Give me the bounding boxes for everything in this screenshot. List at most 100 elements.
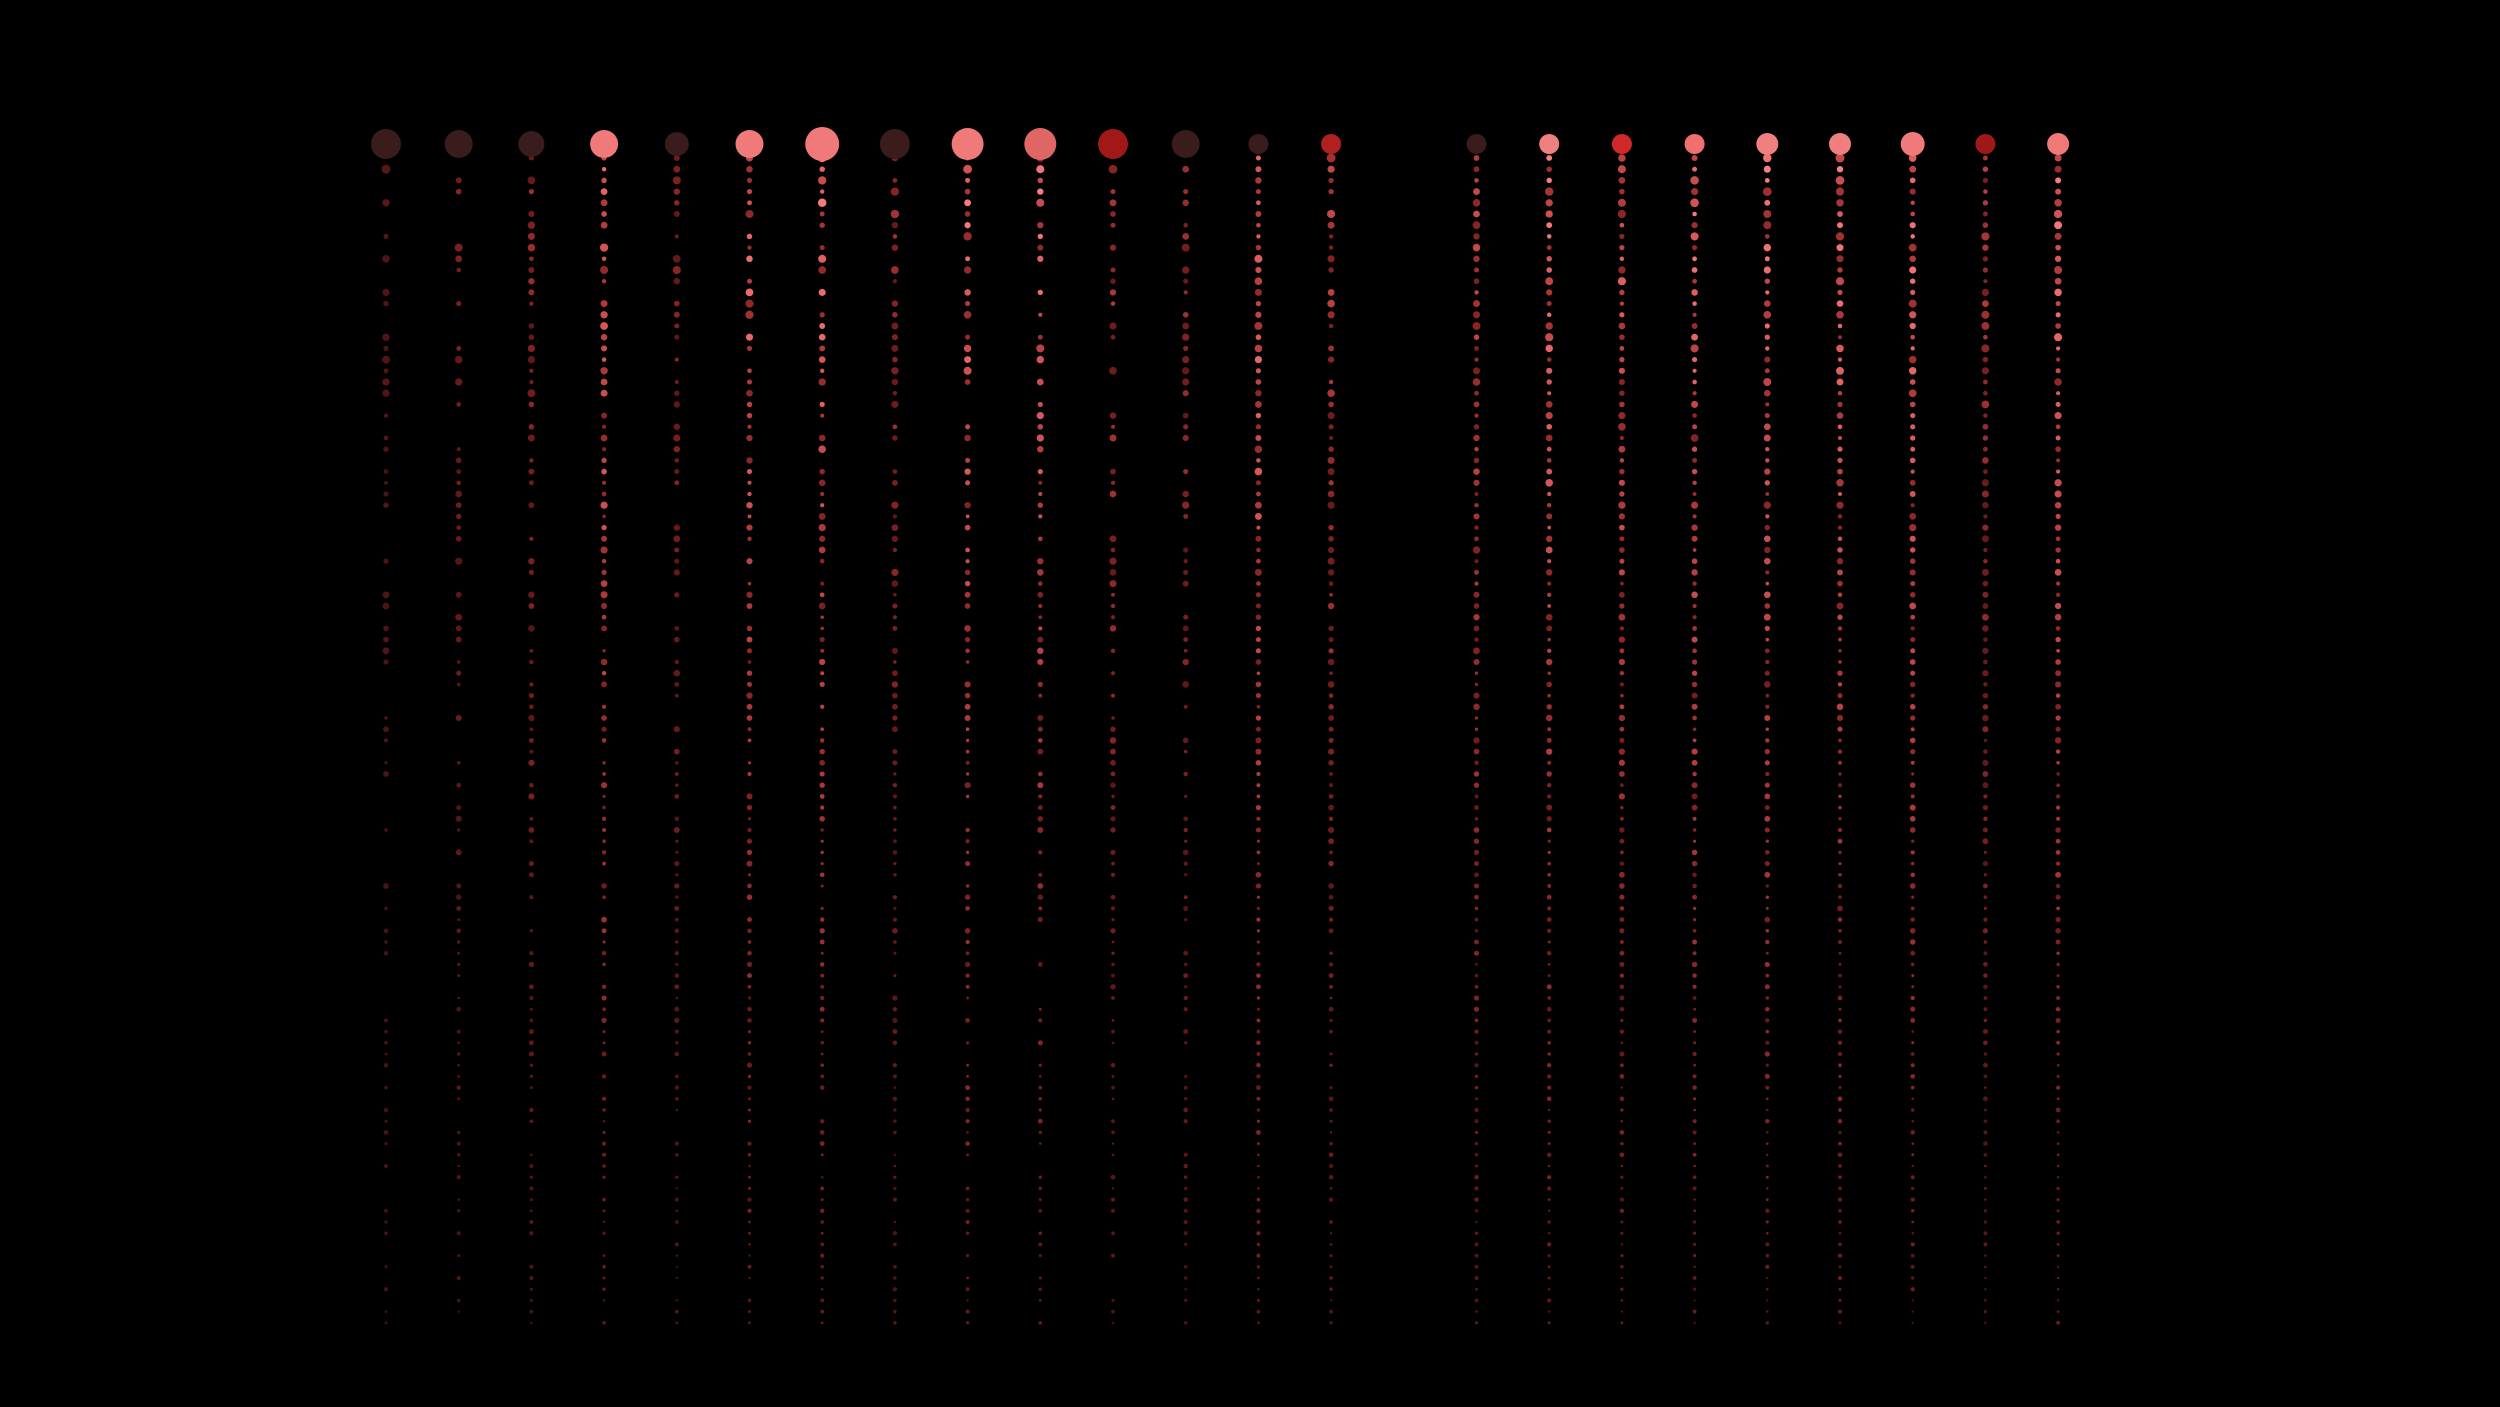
dot bbox=[674, 794, 680, 799]
dot bbox=[1255, 244, 1262, 251]
dot bbox=[1547, 1321, 1551, 1325]
dot bbox=[1618, 613, 1626, 621]
dot bbox=[747, 917, 752, 923]
dot bbox=[1327, 468, 1335, 476]
dot bbox=[2056, 761, 2060, 765]
dot bbox=[1691, 558, 1698, 565]
dot bbox=[674, 860, 680, 867]
dot bbox=[1547, 1040, 1552, 1045]
dot bbox=[601, 816, 607, 821]
dot bbox=[1764, 681, 1771, 688]
dot bbox=[892, 1040, 898, 1046]
dot bbox=[1256, 929, 1260, 933]
dot bbox=[1111, 592, 1115, 597]
dot bbox=[601, 558, 607, 564]
dot bbox=[1690, 176, 1699, 185]
dot bbox=[747, 817, 752, 821]
dot bbox=[748, 1254, 751, 1257]
dot bbox=[1764, 368, 1770, 374]
dot bbox=[1038, 603, 1043, 609]
dot bbox=[1909, 322, 1916, 330]
dot bbox=[1474, 1029, 1479, 1034]
dot bbox=[1837, 536, 1843, 542]
dot bbox=[1327, 501, 1335, 509]
dot bbox=[1328, 648, 1334, 654]
dot bbox=[1255, 412, 1262, 419]
dot bbox=[745, 210, 754, 218]
dot bbox=[820, 503, 825, 508]
dot bbox=[1982, 625, 1989, 632]
dot bbox=[1910, 1108, 1915, 1112]
dot bbox=[454, 243, 463, 252]
dot bbox=[456, 1275, 461, 1281]
dot bbox=[820, 1264, 825, 1269]
dot bbox=[1111, 861, 1115, 866]
dot bbox=[1545, 479, 1553, 487]
dot bbox=[2056, 1074, 2060, 1079]
dot bbox=[1474, 536, 1479, 542]
dot bbox=[819, 872, 825, 878]
dot bbox=[1692, 379, 1697, 385]
dot bbox=[1546, 535, 1553, 542]
dot bbox=[745, 288, 754, 297]
dot bbox=[746, 189, 753, 195]
dot bbox=[1837, 917, 1843, 922]
dot bbox=[1692, 211, 1697, 217]
dot bbox=[1329, 1276, 1333, 1280]
dot bbox=[746, 389, 753, 397]
dot bbox=[819, 345, 826, 352]
dot bbox=[747, 738, 752, 743]
dot bbox=[893, 593, 897, 597]
dot bbox=[1110, 759, 1116, 766]
dot bbox=[1473, 267, 1480, 273]
dot bbox=[2055, 1085, 2061, 1090]
dot bbox=[1328, 760, 1334, 766]
dot bbox=[1256, 984, 1261, 990]
dot bbox=[2054, 613, 2062, 621]
dot bbox=[1474, 1141, 1479, 1146]
dot bbox=[674, 1029, 679, 1034]
dot bbox=[1474, 502, 1479, 508]
dot bbox=[963, 266, 972, 274]
dot bbox=[529, 1287, 533, 1291]
dot bbox=[1328, 234, 1334, 239]
dot bbox=[1619, 871, 1625, 878]
dot bbox=[1256, 816, 1261, 821]
dot bbox=[1256, 1096, 1261, 1101]
dot bbox=[1474, 1130, 1479, 1134]
dot bbox=[746, 233, 753, 240]
dot bbox=[964, 894, 971, 900]
dot bbox=[1547, 1254, 1551, 1258]
dot bbox=[2055, 592, 2061, 597]
dot bbox=[1910, 950, 1916, 956]
dot bbox=[1183, 222, 1188, 228]
dot bbox=[819, 323, 826, 329]
dot bbox=[673, 726, 680, 733]
dot bbox=[893, 906, 897, 911]
dot bbox=[1982, 1062, 1988, 1068]
dot bbox=[383, 951, 389, 956]
dot bbox=[457, 1063, 461, 1067]
dot bbox=[1474, 637, 1479, 642]
dot bbox=[818, 333, 826, 341]
dot bbox=[2055, 928, 2061, 934]
dot bbox=[2056, 783, 2060, 787]
dot bbox=[600, 188, 608, 195]
dot bbox=[1909, 513, 1917, 520]
dot bbox=[1837, 547, 1843, 553]
dot bbox=[1983, 962, 1988, 967]
dot bbox=[964, 580, 971, 587]
dot bbox=[1547, 794, 1552, 799]
dot bbox=[527, 176, 536, 185]
dot bbox=[892, 424, 898, 430]
dot bbox=[746, 703, 753, 710]
dot bbox=[1547, 1287, 1551, 1291]
dot bbox=[1765, 1029, 1770, 1034]
dot bbox=[1692, 1220, 1697, 1224]
dot bbox=[2055, 1107, 2061, 1113]
dot bbox=[600, 501, 608, 509]
dot bbox=[1038, 626, 1043, 631]
dot bbox=[2054, 199, 2062, 207]
dot bbox=[1037, 188, 1044, 195]
dot bbox=[2056, 1220, 2060, 1224]
